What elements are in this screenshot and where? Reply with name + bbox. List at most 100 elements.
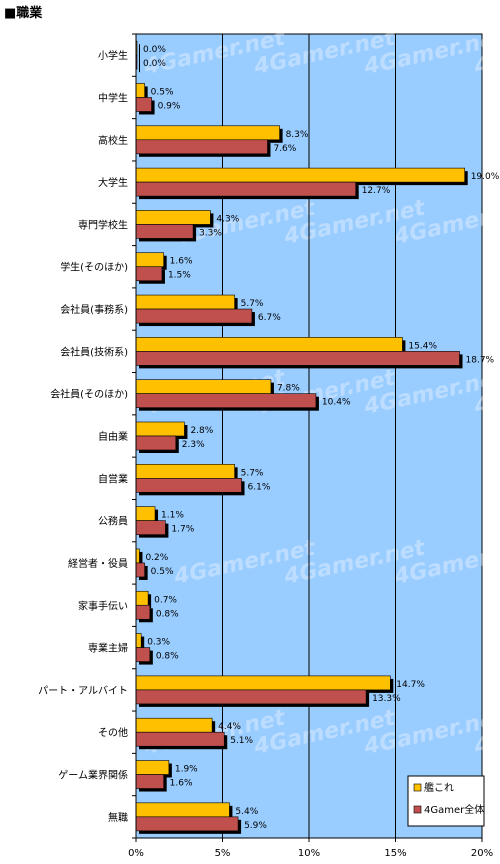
legend-label: 4Gamer全体: [424, 803, 484, 816]
legend-swatch: [413, 783, 422, 792]
bar-1: [135, 590, 149, 606]
category-label: 会社員(事務系): [60, 303, 128, 316]
category-label: 高校生: [98, 134, 128, 147]
bar-1: [135, 802, 230, 818]
bar-2: [135, 774, 164, 789]
bar-1: [135, 717, 213, 733]
bar-1: [135, 633, 142, 648]
category-label: その他: [98, 726, 128, 739]
x-tick-label: 15%: [384, 848, 406, 859]
category-label: 自営業: [98, 472, 128, 485]
bar-shadow: [139, 551, 143, 566]
x-tick-label: 5%: [215, 848, 231, 859]
value-label: 5.7%: [241, 468, 264, 478]
category-label: 大学生: [98, 176, 128, 189]
category-label: 家事手伝い: [78, 599, 128, 612]
value-label: 0.8%: [156, 652, 179, 662]
bar-1: [135, 167, 466, 183]
value-label: 7.6%: [273, 144, 296, 154]
bar-2: [135, 478, 242, 493]
x-tick-label: 10%: [298, 848, 320, 859]
bar-2: [135, 435, 177, 451]
x-tick-label: 20%: [471, 848, 493, 859]
value-label: 1.1%: [161, 511, 184, 521]
category-label: 中学生: [98, 91, 128, 104]
bar-1: [135, 210, 211, 225]
bar-1: [135, 464, 235, 479]
value-label: 1.5%: [168, 271, 191, 281]
category-label: 公務員: [98, 515, 128, 528]
category-label: 会社員(技術系): [60, 345, 128, 358]
bar-1: [135, 294, 235, 310]
bar-2: [135, 351, 460, 366]
value-label: 0.0%: [143, 59, 166, 69]
bar-1: [135, 760, 170, 775]
category-label: 専門学校生: [78, 218, 128, 231]
value-label: 19.0%: [471, 172, 500, 182]
bar-2: [135, 731, 225, 747]
value-label: 5.9%: [244, 821, 267, 831]
value-label: 5.7%: [241, 299, 264, 309]
bar-2: [135, 266, 163, 282]
value-label: 14.7%: [396, 680, 425, 690]
value-label: 3.3%: [199, 228, 222, 238]
value-label: 1.6%: [170, 257, 193, 267]
value-label: 2.3%: [182, 440, 205, 450]
category-label: パート・アルバイト: [38, 685, 128, 697]
page-title: ■職業: [4, 6, 43, 21]
value-label: 6.1%: [248, 482, 271, 492]
value-label: 0.5%: [151, 567, 174, 577]
value-label: 0.5%: [151, 87, 174, 97]
value-label: 1.7%: [171, 525, 194, 535]
value-label: 8.3%: [286, 130, 309, 140]
legend-swatch: [413, 805, 422, 814]
value-label: 4.3%: [216, 214, 239, 224]
bar-1: [135, 379, 272, 394]
category-label: 専業主婦: [88, 642, 128, 655]
value-label: 10.4%: [322, 398, 351, 408]
bar-shadow: [139, 58, 140, 73]
bar-2: [135, 604, 151, 620]
value-label: 0.0%: [143, 45, 166, 55]
bar-2: [135, 816, 239, 832]
bar-1: [135, 337, 403, 352]
bar-1: [135, 252, 164, 268]
category-label: 無職: [108, 811, 128, 824]
bar-2: [135, 520, 166, 535]
value-label: 2.8%: [190, 426, 213, 436]
bar-2: [135, 97, 152, 112]
value-label: 5.4%: [235, 807, 258, 817]
bar-2: [135, 647, 151, 662]
bar-1: [135, 421, 185, 437]
value-label: 18.7%: [466, 355, 495, 365]
value-label: 6.7%: [258, 313, 281, 323]
bar-shadow: [139, 44, 140, 59]
value-label: 13.3%: [372, 694, 401, 704]
value-label: 0.7%: [154, 595, 177, 605]
value-label: 5.1%: [230, 736, 253, 746]
value-label: 1.9%: [175, 765, 198, 775]
category-label: 学生(そのほか): [60, 261, 128, 274]
bar-1: [135, 506, 156, 521]
value-label: 0.3%: [147, 638, 170, 648]
value-label: 7.8%: [277, 384, 300, 394]
value-label: 1.6%: [170, 779, 193, 789]
bar-shadow: [139, 636, 145, 651]
value-label: 0.2%: [145, 553, 168, 563]
category-label: 会社員(そのほか): [50, 388, 128, 401]
value-label: 15.4%: [408, 341, 437, 351]
bar-2: [135, 181, 357, 197]
bar-2: [135, 308, 253, 324]
bar-2: [135, 689, 367, 705]
category-label: 小学生: [98, 49, 128, 62]
value-label: 4.4%: [218, 722, 241, 732]
x-tick-label: 0%: [128, 848, 144, 859]
category-label: 経営者・役員: [68, 557, 128, 570]
category-label: ゲーム業界関係: [58, 769, 128, 782]
category-label: 自由業: [98, 430, 128, 443]
bar-2: [135, 393, 317, 408]
value-label: 0.8%: [156, 609, 179, 619]
value-label: 12.7%: [362, 186, 391, 196]
bar-1: [135, 548, 140, 564]
